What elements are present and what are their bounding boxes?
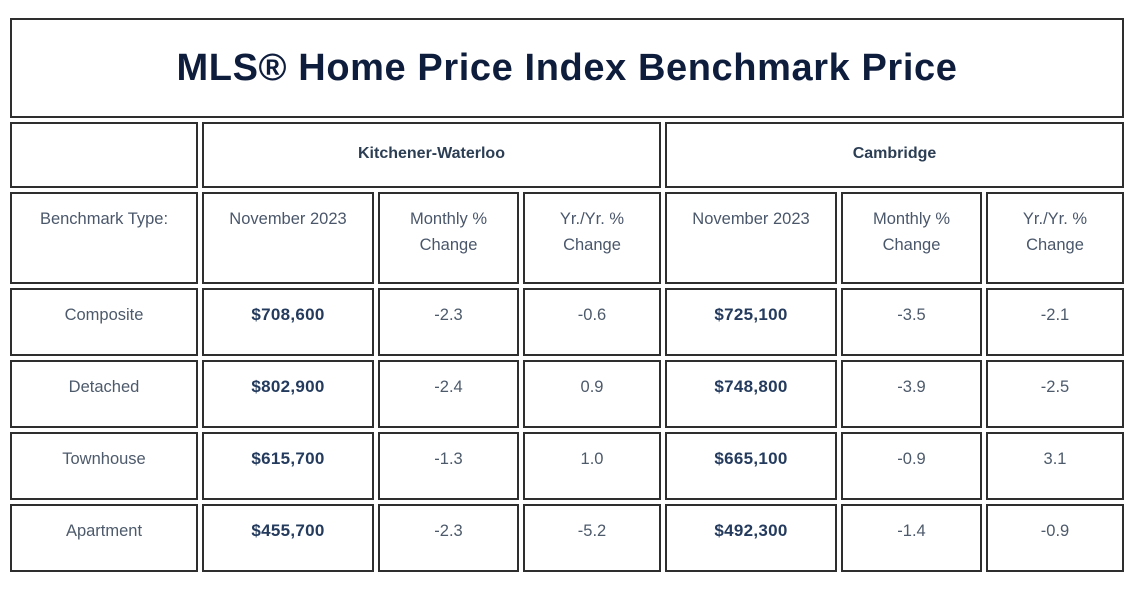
cam-yoy-change-cell: -0.9 xyxy=(986,504,1124,572)
benchmark-type-cell: Townhouse xyxy=(10,432,198,500)
benchmark-price-grid: Kitchener-Waterloo Cambridge Benchmark T… xyxy=(10,122,1124,572)
region-header-cambridge: Cambridge xyxy=(665,122,1124,188)
col-header-benchmark-type: Benchmark Type: xyxy=(10,192,198,284)
kw-yoy-change-cell: -0.6 xyxy=(523,288,661,356)
region-header-kitchener-waterloo: Kitchener-Waterloo xyxy=(202,122,661,188)
col-header-kw-monthly-change: Monthly % Change xyxy=(378,192,519,284)
kw-price-cell: $455,700 xyxy=(202,504,374,572)
title-box: MLS® Home Price Index Benchmark Price xyxy=(10,18,1124,118)
corner-empty-cell xyxy=(10,122,198,188)
cam-yoy-change-cell: -2.5 xyxy=(986,360,1124,428)
benchmark-type-cell: Composite xyxy=(10,288,198,356)
cam-yoy-change-cell: 3.1 xyxy=(986,432,1124,500)
kw-price-cell: $708,600 xyxy=(202,288,374,356)
cam-price-cell: $725,100 xyxy=(665,288,837,356)
col-header-kw-month: November 2023 xyxy=(202,192,374,284)
cam-monthly-change-cell: -3.9 xyxy=(841,360,982,428)
cam-price-cell: $492,300 xyxy=(665,504,837,572)
kw-monthly-change-cell: -2.3 xyxy=(378,504,519,572)
col-header-cam-yoy-change: Yr./Yr. % Change xyxy=(986,192,1124,284)
kw-yoy-change-cell: 0.9 xyxy=(523,360,661,428)
kw-monthly-change-cell: -2.3 xyxy=(378,288,519,356)
benchmark-type-cell: Detached xyxy=(10,360,198,428)
cam-monthly-change-cell: -0.9 xyxy=(841,432,982,500)
kw-monthly-change-cell: -2.4 xyxy=(378,360,519,428)
benchmark-type-cell: Apartment xyxy=(10,504,198,572)
cam-yoy-change-cell: -2.1 xyxy=(986,288,1124,356)
col-header-kw-yoy-change: Yr./Yr. % Change xyxy=(523,192,661,284)
cam-monthly-change-cell: -3.5 xyxy=(841,288,982,356)
kw-monthly-change-cell: -1.3 xyxy=(378,432,519,500)
col-header-cam-monthly-change: Monthly % Change xyxy=(841,192,982,284)
kw-price-cell: $802,900 xyxy=(202,360,374,428)
cam-price-cell: $748,800 xyxy=(665,360,837,428)
col-header-cam-month: November 2023 xyxy=(665,192,837,284)
cam-price-cell: $665,100 xyxy=(665,432,837,500)
hpi-table: MLS® Home Price Index Benchmark Price Ki… xyxy=(10,18,1124,572)
kw-yoy-change-cell: -5.2 xyxy=(523,504,661,572)
kw-yoy-change-cell: 1.0 xyxy=(523,432,661,500)
page-title: MLS® Home Price Index Benchmark Price xyxy=(176,46,958,89)
kw-price-cell: $615,700 xyxy=(202,432,374,500)
cam-monthly-change-cell: -1.4 xyxy=(841,504,982,572)
